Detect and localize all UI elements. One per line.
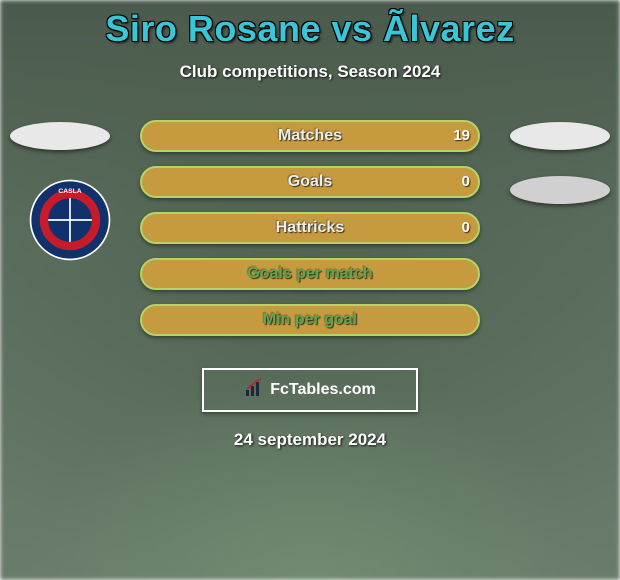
stat-row: Min per goal xyxy=(0,304,620,336)
stat-value-right: 0 xyxy=(462,212,470,244)
stat-bar xyxy=(140,304,480,336)
fctables-label: FcTables.com xyxy=(270,381,376,399)
stat-row: Goals per match xyxy=(0,258,620,290)
stat-value-right: 19 xyxy=(453,120,470,152)
stat-bar xyxy=(140,212,480,244)
stat-bar xyxy=(140,258,480,290)
subtitle: Club competitions, Season 2024 xyxy=(0,62,620,82)
stat-row: Matches19 xyxy=(0,120,620,152)
stat-row: Goals0 xyxy=(0,166,620,198)
chart-icon xyxy=(244,378,264,403)
comparison-chart: Matches19 Goals0 Hattricks0 Goals per match… xyxy=(0,120,620,350)
stat-value-right: 0 xyxy=(462,166,470,198)
fctables-watermark: FcTables.com xyxy=(202,368,418,412)
stat-bar xyxy=(140,120,480,152)
stat-row: Hattricks0 xyxy=(0,212,620,244)
page-title: Siro Rosane vs Ãlvarez xyxy=(0,0,620,50)
date-label: 24 september 2024 xyxy=(0,430,620,450)
stat-bar xyxy=(140,166,480,198)
